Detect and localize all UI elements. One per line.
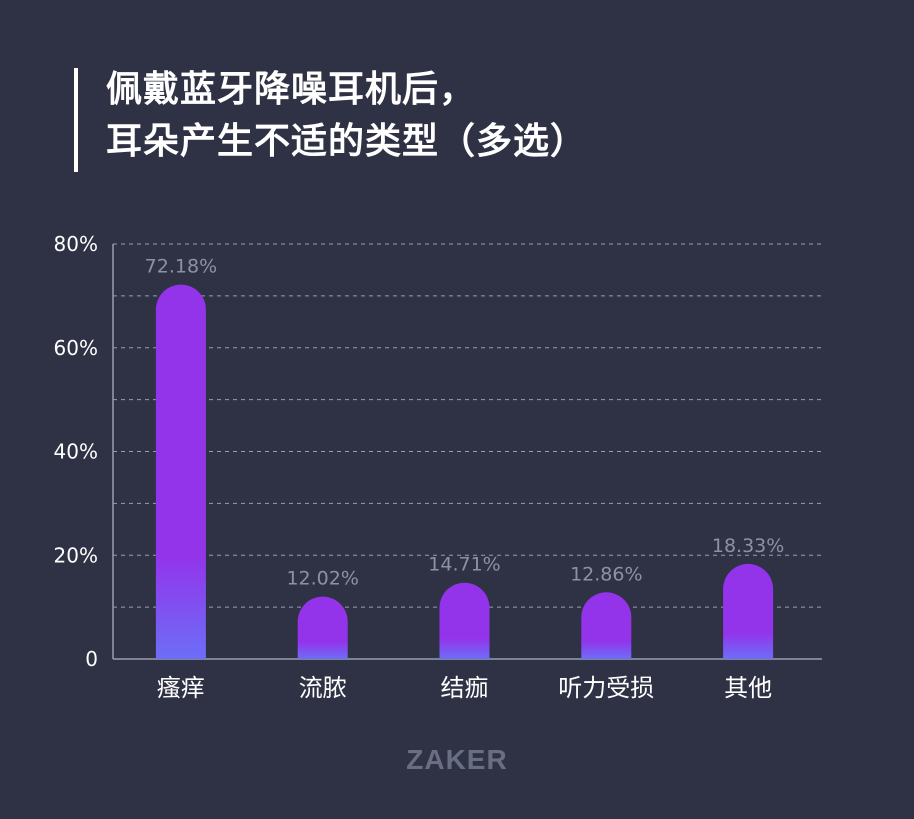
bar-4: [581, 592, 632, 659]
x-tick-label: 结痂: [441, 674, 489, 702]
x-tick-label: 流脓: [299, 674, 347, 702]
data-label: 18.33%: [712, 535, 784, 557]
bar-1: [155, 284, 206, 659]
bar-3: [439, 582, 490, 659]
x-tick-label: 其他: [724, 674, 772, 702]
title-accent-bar: [74, 68, 78, 172]
x-tick-label: 瘙痒: [157, 674, 205, 702]
data-label: 72.18%: [145, 256, 217, 278]
bar-5: [723, 563, 774, 659]
x-axis-ticks: 瘙痒 流脓 结痂 听力受损 其他: [157, 674, 772, 702]
bar-2: [297, 596, 348, 659]
data-label: 14.71%: [428, 554, 500, 576]
chart-title: 佩戴蓝牙降噪耳机后， 耳朵产生不适的类型（多选）: [106, 64, 587, 168]
bars: 72.18% 12.02% 14.71% 12.86% 18.33%: [145, 256, 784, 659]
data-label: 12.02%: [286, 568, 358, 590]
title-line-1: 佩戴蓝牙降噪耳机后，: [106, 69, 477, 110]
title-line-2: 耳朵产生不适的类型（多选）: [106, 121, 588, 162]
y-tick-label: 40%: [54, 440, 98, 464]
y-axis-ticks: 0 20% 40% 60% 80%: [54, 232, 98, 671]
y-tick-label: 0: [85, 647, 98, 671]
data-label: 12.86%: [570, 563, 642, 585]
y-tick-label: 60%: [54, 336, 98, 360]
y-tick-label: 80%: [54, 232, 98, 256]
zaker-watermark: ZAKER: [406, 744, 508, 775]
y-tick-label: 20%: [54, 543, 98, 567]
x-tick-label: 听力受损: [558, 674, 654, 702]
